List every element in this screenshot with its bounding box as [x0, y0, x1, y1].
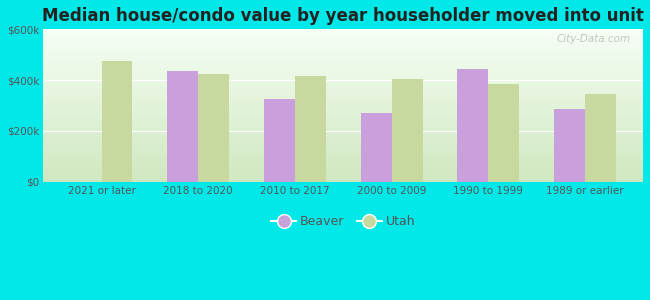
Bar [101, 61, 133, 182]
Bar [295, 76, 326, 182]
Legend: Beaver, Utah: Beaver, Utah [266, 210, 421, 233]
Bar [264, 99, 295, 182]
Bar [585, 94, 616, 182]
Text: City-Data.com: City-Data.com [557, 34, 631, 44]
Bar [198, 74, 229, 182]
Bar [391, 79, 423, 182]
Bar [167, 71, 198, 182]
Bar [554, 109, 585, 182]
Bar [458, 69, 488, 182]
Bar [361, 113, 391, 182]
Bar [488, 84, 519, 182]
Title: Median house/condo value by year householder moved into unit: Median house/condo value by year househo… [42, 7, 644, 25]
